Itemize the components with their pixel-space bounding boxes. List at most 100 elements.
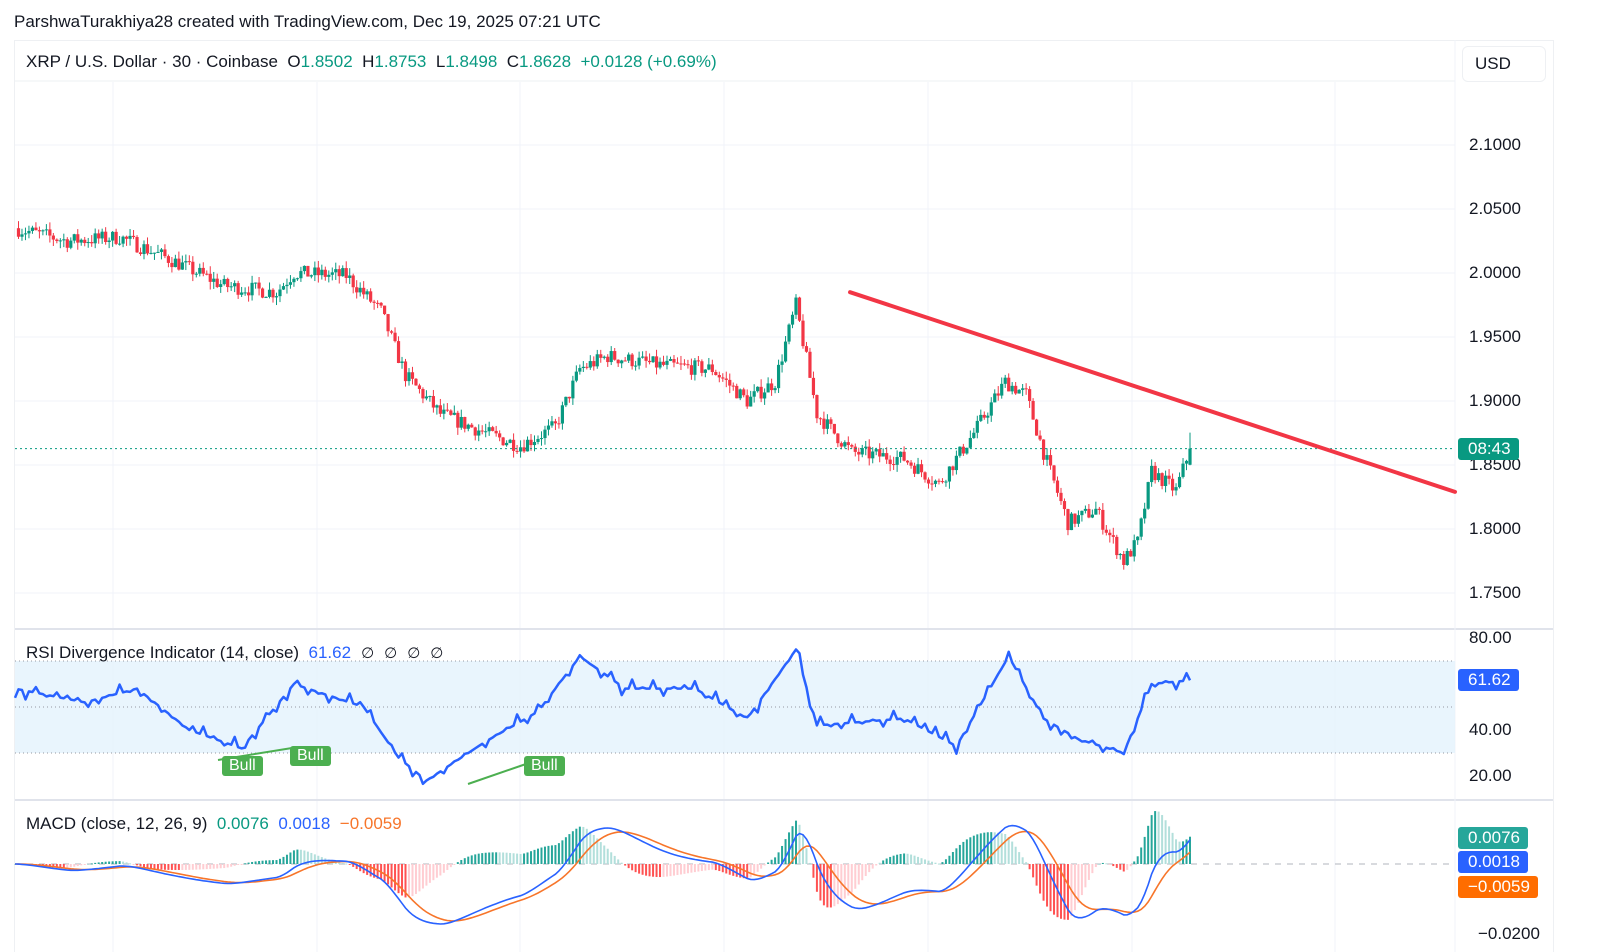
- macd-title[interactable]: MACD (close, 12, 26, 9): [26, 814, 208, 833]
- candle-down: [888, 459, 892, 465]
- macd-histogram-bar: [122, 861, 125, 864]
- currency-button[interactable]: USD: [1462, 46, 1546, 82]
- candle-down: [208, 273, 212, 282]
- macd-signal-line: [15, 830, 1191, 922]
- candle-up: [302, 265, 306, 272]
- candle-up: [1150, 465, 1154, 483]
- macd-histogram-bar: [557, 843, 560, 864]
- macd-histogram-bar: [334, 861, 337, 864]
- price-tick: 1.8000: [1469, 519, 1521, 538]
- macd-histogram-bar: [244, 863, 247, 865]
- candle-up: [933, 480, 938, 484]
- macd-histogram-bar: [760, 864, 763, 869]
- candle-up: [640, 356, 645, 358]
- candle-down: [731, 385, 735, 387]
- macd-histogram-bar: [209, 864, 212, 869]
- macd-histogram-bar: [184, 864, 187, 870]
- candle-up: [173, 258, 177, 268]
- symbol-title[interactable]: XRP / U.S. Dollar · 30 · Coinbase: [26, 52, 278, 71]
- macd-histogram-bar: [456, 862, 459, 864]
- candle-up: [916, 464, 920, 474]
- macd-histogram-bar: [1073, 864, 1076, 911]
- macd-histogram-bar: [136, 864, 139, 866]
- candle-down: [804, 346, 809, 352]
- macd-histogram-bar: [1126, 864, 1129, 870]
- macd-histogram-bar: [990, 832, 993, 864]
- macd-histogram-bar: [819, 864, 822, 901]
- candle-down: [1038, 435, 1042, 440]
- macd-histogram-bar: [749, 864, 752, 878]
- candle-up: [602, 356, 606, 358]
- candle-down: [515, 450, 519, 452]
- rsi-title[interactable]: RSI Divergence Indicator (14, close): [26, 643, 300, 662]
- candle-up: [637, 357, 641, 366]
- macd-histogram-bar: [718, 864, 721, 872]
- macd-histogram-bar: [212, 864, 215, 869]
- candle-down: [1101, 509, 1105, 530]
- candle-down: [226, 278, 230, 288]
- candle-down: [386, 314, 390, 332]
- macd-histogram-bar: [191, 864, 194, 870]
- candle-up: [484, 431, 488, 433]
- macd-histogram-bar: [512, 853, 515, 864]
- low-value: 1.8498: [445, 52, 498, 71]
- macd-histogram-bar: [188, 864, 191, 870]
- candle-up: [278, 289, 282, 297]
- macd-histogram-bar: [1080, 864, 1083, 896]
- macd-histogram-bar: [878, 862, 881, 864]
- macd-histogram-bar: [808, 862, 811, 864]
- rsi-value-tag: 61.62: [1458, 669, 1519, 691]
- macd-histogram-bar: [87, 863, 90, 865]
- candle-down: [850, 445, 854, 447]
- candle-down: [613, 351, 617, 360]
- macd-histogram-bar: [965, 839, 968, 864]
- macd-histogram-bar: [850, 864, 853, 893]
- candle-up: [1177, 476, 1182, 488]
- macd-histogram-bar: [516, 853, 519, 864]
- macd-histogram-bar: [498, 852, 501, 864]
- macd-histogram-bar: [798, 824, 801, 864]
- candle-up: [477, 430, 481, 436]
- macd-histogram-bar: [73, 864, 76, 867]
- macd-signal-value: −0.0059: [339, 814, 402, 833]
- candle-up: [72, 234, 76, 241]
- candle-down: [616, 359, 620, 364]
- candle-down: [187, 261, 191, 263]
- macd-line-tag: 0.0018: [1458, 851, 1528, 873]
- candle-down: [1122, 554, 1126, 565]
- macd-histogram-bar: [526, 852, 529, 864]
- macd-histogram-bar: [394, 864, 397, 891]
- macd-histogram-bar: [453, 864, 456, 865]
- candle-down: [735, 385, 739, 399]
- macd-histogram-bar: [1122, 864, 1125, 872]
- macd-histogram-bar: [366, 864, 369, 875]
- candle-down: [1062, 501, 1067, 510]
- macd-histogram-bar: [906, 853, 909, 864]
- macd-histogram-bar: [240, 864, 243, 865]
- candle-up: [975, 420, 979, 433]
- candle-up: [1136, 536, 1140, 541]
- macd-histogram-bar: [359, 864, 362, 872]
- candle-up: [578, 368, 582, 372]
- candle-down: [1129, 550, 1133, 557]
- macd-histogram-bar: [571, 831, 574, 864]
- candle-down: [306, 265, 310, 277]
- macd-histogram-bar: [889, 856, 892, 864]
- candle-down: [1073, 513, 1077, 524]
- candle-down: [745, 395, 749, 407]
- macd-histogram-bar: [467, 856, 470, 864]
- candle-down: [403, 361, 408, 382]
- candle-up: [773, 388, 777, 391]
- candle-down: [1041, 439, 1046, 460]
- macd-histogram-bar: [659, 864, 662, 878]
- candle-down: [961, 446, 965, 454]
- candle-up: [212, 278, 216, 282]
- low-label: L: [435, 52, 446, 71]
- macd-histogram-bar: [707, 864, 710, 871]
- candle-down: [1097, 508, 1101, 510]
- macd-histogram-bar: [216, 864, 219, 869]
- macd-histogram-bar: [979, 833, 982, 864]
- candle-down: [1059, 492, 1063, 502]
- candle-down: [473, 427, 477, 436]
